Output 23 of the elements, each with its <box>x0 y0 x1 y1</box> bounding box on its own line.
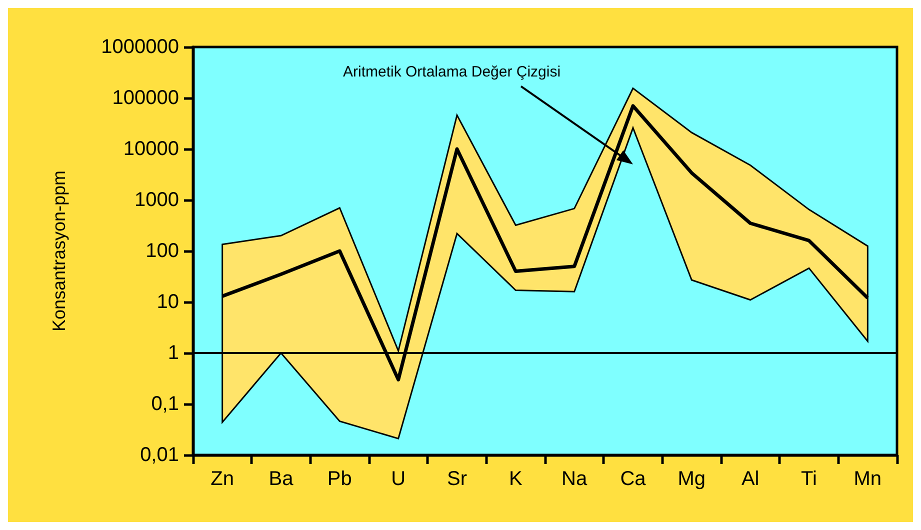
y-tick-label: 1000 <box>134 189 179 211</box>
x-tick-label: Ca <box>620 468 647 490</box>
y-tick-label: 100000 <box>112 87 179 109</box>
x-tick-label: Zn <box>210 468 234 490</box>
y-axis-title: Konsantrasyon-ppm <box>49 170 69 332</box>
x-tick-label: Sr <box>447 468 468 490</box>
x-tick-label: Mg <box>678 468 706 490</box>
y-tick-label: 10000 <box>123 138 179 160</box>
y-tick-label: 10 <box>156 291 179 313</box>
x-tick-label: K <box>508 468 523 490</box>
y-tick-label: 1 <box>168 342 179 364</box>
y-tick-label: 0,1 <box>151 393 179 415</box>
y-tick-label: 1000000 <box>101 36 179 58</box>
x-tick-label: Na <box>562 468 588 490</box>
x-tick-label: Pb <box>327 468 352 490</box>
y-tick-label: 0,01 <box>140 444 179 466</box>
x-tick-label: Mn <box>854 468 882 490</box>
x-tick-label: Al <box>741 468 760 490</box>
x-tick-label: U <box>391 468 406 490</box>
x-tick-label: Ti <box>801 468 817 490</box>
annotation: Aritmetik Ortalama Değer Çizgisi <box>343 63 561 80</box>
y-tick-label: 100 <box>146 240 179 262</box>
x-tick-label: Ba <box>268 468 294 490</box>
